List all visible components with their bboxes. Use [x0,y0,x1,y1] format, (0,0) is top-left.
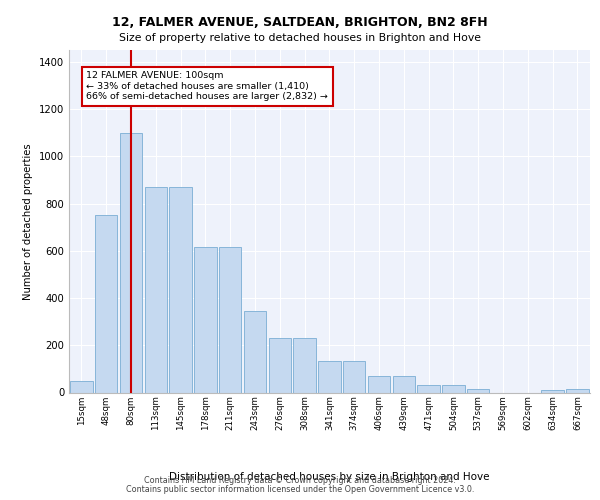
Bar [120,132,142,392]
Y-axis label: Number of detached properties: Number of detached properties [23,143,34,300]
Bar [145,187,167,392]
Bar [541,390,564,392]
Text: Contains HM Land Registry data © Crown copyright and database right 2024.: Contains HM Land Registry data © Crown c… [144,476,456,485]
Bar [269,338,291,392]
Text: 12, FALMER AVENUE, SALTDEAN, BRIGHTON, BN2 8FH: 12, FALMER AVENUE, SALTDEAN, BRIGHTON, B… [112,16,488,29]
Bar [219,247,241,392]
Bar [442,386,464,392]
Bar [244,311,266,392]
Bar [566,389,589,392]
Text: Contains public sector information licensed under the Open Government Licence v3: Contains public sector information licen… [126,485,474,494]
Bar [95,216,118,392]
Bar [169,187,192,392]
Bar [418,386,440,392]
Bar [293,338,316,392]
Bar [368,376,390,392]
X-axis label: Distribution of detached houses by size in Brighton and Hove: Distribution of detached houses by size … [169,472,490,482]
Bar [194,247,217,392]
Text: 12 FALMER AVENUE: 100sqm
← 33% of detached houses are smaller (1,410)
66% of sem: 12 FALMER AVENUE: 100sqm ← 33% of detach… [86,72,328,101]
Bar [70,380,92,392]
Text: Size of property relative to detached houses in Brighton and Hove: Size of property relative to detached ho… [119,33,481,43]
Bar [318,360,341,392]
Bar [343,360,365,392]
Bar [392,376,415,392]
Bar [467,389,490,392]
